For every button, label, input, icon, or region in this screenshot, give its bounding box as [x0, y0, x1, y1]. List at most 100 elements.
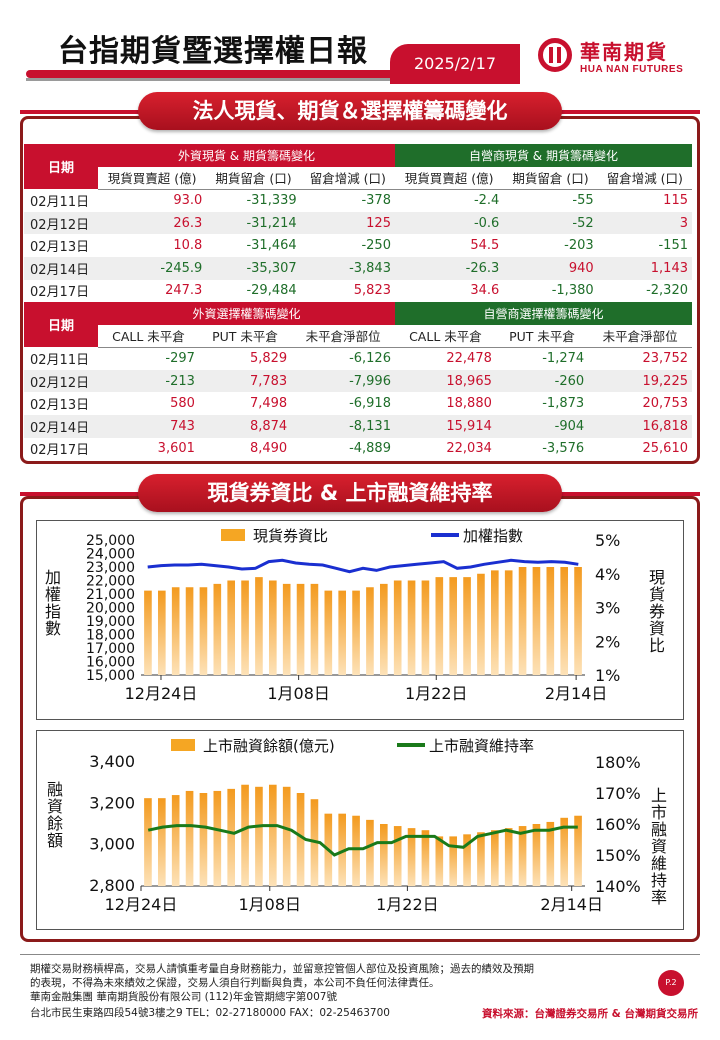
table-row: 02月17日 3,601 8,490 -4,889 22,034 -3,576 25,610 [24, 438, 692, 461]
table-cell: -1,274 [542, 351, 585, 367]
y-axis-title-left: 權 [45, 585, 61, 604]
bar [227, 788, 236, 886]
bar [296, 793, 305, 886]
dealer-group-header: 自營商現貨 & 期貨籌碼變化 [394, 144, 692, 167]
company-logo: 華南期貨 HUA NAN FUTURES [538, 36, 694, 80]
y-tick-right: 160% [595, 815, 641, 834]
row-date: 02月11日 [30, 194, 90, 210]
legend-swatch [221, 529, 245, 541]
y-axis-title-left: 加 [45, 568, 61, 587]
y-tick-right: 1% [595, 666, 620, 685]
date-header: 日期 [24, 144, 98, 190]
section1-banner: 法人現貨、期貨＆選擇權籌碼變化 [138, 92, 562, 130]
table-cell: -29,484 [246, 283, 297, 299]
institutional-options-table: 日期 外資選擇權籌碼變化 自營商選擇權籌碼變化 CALL 未平倉 PUT 未平倉未… [24, 302, 692, 460]
bar [185, 587, 194, 675]
table-cell: -0.6 [394, 211, 504, 235]
table-cell: 16,818 [588, 414, 692, 438]
bar [366, 587, 374, 675]
logo-cn-text: 華南期貨 [580, 40, 668, 64]
y-axis-title-right: 持 [651, 871, 667, 890]
legend-label: 現貨券資比 [253, 527, 328, 545]
bar [407, 828, 416, 886]
bar [268, 784, 277, 886]
table-row: 02月13日 10.8 -31,464 -250 54.5 -203 -151 [24, 234, 692, 257]
report-date: 2025/2/17 [390, 44, 520, 84]
bar [157, 798, 166, 886]
table-cell: 10.8 [173, 238, 203, 254]
table-cell: 7,783 [198, 369, 292, 393]
bar [463, 577, 471, 675]
disclaimer-line-1: 期權交易財務槓桿高，交易人請慎重考量自身財務能力，並留意控管個人部位及投資風險；… [30, 963, 534, 975]
column-header: 現貨買賣超 (億) [394, 166, 504, 190]
y-axis-title-left: 資 [47, 797, 63, 816]
y-tick-left: 20,000 [86, 601, 135, 617]
column-header: 期貨留倉 (口) [503, 166, 598, 190]
y-axis-title-right: 率 [651, 888, 667, 907]
y-tick-left: 23,000 [86, 560, 135, 576]
table-cell: 18,880 [446, 396, 492, 412]
bar [324, 590, 333, 675]
row-date: 02月17日 [30, 443, 90, 459]
x-tick-label: 12月24日 [125, 684, 198, 703]
chart2-svg: 上市融資餘額(億元) 上市融資維持率3,4003,2003,0002,800180… [47, 737, 667, 914]
bar [199, 587, 208, 675]
table-cell: 125 [300, 211, 395, 235]
table-cell: -31,214 [206, 211, 301, 235]
bar [379, 824, 388, 886]
bar [338, 590, 347, 675]
y-axis-title-right: 資 [651, 837, 667, 856]
table-row: 02月17日 247.3 -29,484 5,823 34.6 -1,380 -2,320 [24, 280, 692, 303]
table-cell: 115 [663, 193, 688, 209]
table-cell: 19,225 [588, 369, 692, 393]
table-cell: 26.3 [98, 211, 207, 235]
table-cell: 20,753 [642, 396, 689, 412]
bar [393, 580, 402, 675]
company-address: 台北市民生東路四段54號3樓之9 TEL：02-27180000 FAX：02-… [30, 1007, 390, 1019]
column-header: 未平倉淨部位 [291, 324, 395, 348]
bar [352, 815, 360, 886]
table-cell: -250 [361, 238, 391, 254]
bar [532, 824, 541, 886]
y-axis-title-right: 貨 [649, 585, 665, 604]
table-cell: 3,601 [157, 441, 195, 457]
y-tick-left: 25,000 [86, 533, 135, 549]
bar [199, 793, 208, 886]
bar [463, 834, 471, 886]
table-cell: 743 [98, 414, 199, 438]
table-cell: -52 [503, 211, 598, 235]
y-axis-title-left: 餘 [47, 814, 63, 833]
table-row: 02月11日 93.0 -31,339 -378 -2.4 -55 115 [24, 189, 692, 212]
table-cell: -55 [572, 193, 594, 209]
bar [282, 583, 291, 675]
table-cell: 23,752 [642, 351, 689, 367]
bar [407, 580, 416, 675]
x-tick-label: 1月08日 [238, 895, 301, 914]
bar [435, 836, 444, 886]
table-cell: 3 [597, 211, 692, 235]
table-cell: 25,610 [642, 441, 689, 457]
x-tick-label: 12月24日 [105, 895, 178, 914]
bar [296, 583, 305, 675]
bar [546, 567, 555, 675]
date-header: 日期 [24, 302, 98, 348]
table-cell: -6,126 [349, 351, 391, 367]
y-tick-right: 4% [595, 565, 620, 584]
y-tick-left: 3,400 [89, 752, 135, 771]
bar [157, 590, 166, 675]
bar [449, 577, 458, 675]
table-cell: 5,823 [353, 283, 391, 299]
table-cell: -297 [165, 351, 195, 367]
table-cell: 1,143 [597, 256, 692, 280]
legend-swatch [171, 739, 195, 751]
y-tick-right: 150% [595, 846, 641, 865]
row-date: 02月13日 [30, 240, 90, 256]
bar [352, 590, 360, 675]
bar [421, 580, 430, 675]
bar [421, 830, 430, 886]
bar [227, 580, 236, 675]
bar [171, 795, 180, 886]
bar [435, 577, 444, 675]
y-axis-title-right: 維 [651, 854, 667, 873]
row-date: 02月17日 [30, 285, 90, 301]
